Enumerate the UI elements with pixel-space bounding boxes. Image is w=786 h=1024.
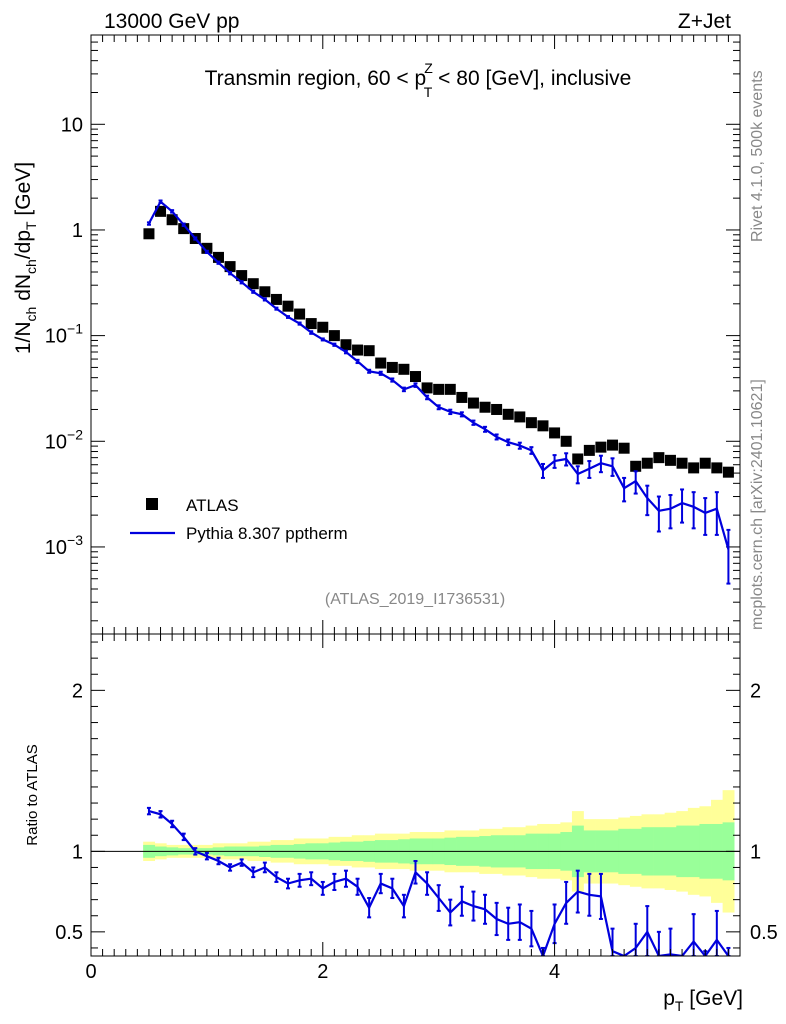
atlas-data-point bbox=[664, 454, 676, 466]
atlas-data-point bbox=[711, 462, 723, 474]
x-tick-label: 4 bbox=[549, 961, 560, 983]
atlas-data-point bbox=[363, 345, 375, 357]
atlas-data-point bbox=[722, 466, 734, 478]
atlas-data-point bbox=[282, 300, 294, 312]
atlas-data-point bbox=[560, 435, 572, 447]
plot-title-after: < 80 [GeV], inclusive bbox=[432, 67, 631, 90]
ratio-y-tick-label-right: 2 bbox=[750, 680, 761, 702]
atlas-data-point bbox=[444, 383, 456, 395]
legend-atlas-marker bbox=[146, 498, 158, 510]
atlas-data-point bbox=[595, 441, 607, 453]
ratio-y-tick-label: 0.5 bbox=[55, 922, 83, 944]
mcplots-label: mcplots.cern.ch [arXiv:2401.10621] bbox=[749, 379, 766, 630]
ratio-mc-series bbox=[146, 806, 731, 956]
atlas-data-point bbox=[549, 427, 561, 439]
atlas-data-point bbox=[212, 251, 224, 263]
atlas-data-point bbox=[340, 339, 352, 351]
main-tick-labels: 10 1 10−1 10−2 10−3 bbox=[45, 114, 83, 559]
atlas-data-point bbox=[352, 344, 364, 356]
atlas-data-point bbox=[583, 444, 595, 456]
ratio-series-clip bbox=[146, 806, 731, 956]
ratio-y-tick-label-right: 0.5 bbox=[750, 922, 778, 944]
legend: ATLAS Pythia 8.307 pptherm bbox=[130, 496, 348, 543]
atlas-data-series bbox=[143, 205, 734, 478]
atlas-data-point bbox=[537, 420, 549, 432]
ratio-y-tick-label-right: 1 bbox=[750, 841, 761, 863]
atlas-data-point bbox=[688, 462, 700, 474]
x-tick-label: 2 bbox=[317, 961, 328, 983]
atlas-data-point bbox=[410, 371, 421, 383]
main-ticks bbox=[90, 34, 741, 634]
ratio-frame bbox=[90, 633, 741, 957]
atlas-data-point bbox=[699, 457, 711, 469]
atlas-data-point bbox=[224, 261, 236, 273]
plot-title-sub: T bbox=[424, 84, 433, 100]
atlas-data-point bbox=[178, 223, 190, 235]
legend-atlas-label: ATLAS bbox=[186, 496, 239, 515]
atlas-data-point bbox=[653, 452, 665, 464]
plot-title-sup: Z bbox=[424, 60, 433, 76]
atlas-data-point bbox=[572, 453, 584, 465]
atlas-data-point bbox=[236, 270, 248, 282]
atlas-data-point bbox=[294, 308, 306, 320]
atlas-data-point bbox=[502, 408, 514, 420]
main-y-tick-label: 10−1 bbox=[45, 321, 83, 348]
legend-pythia-label: Pythia 8.307 pptherm bbox=[186, 524, 348, 543]
main-y-axis-label: 1/Nch dNch/dpT [GeV] bbox=[12, 162, 39, 354]
atlas-data-point bbox=[514, 411, 526, 423]
atlas-data-point bbox=[259, 286, 271, 298]
atlas-data-point bbox=[491, 403, 503, 415]
analysis-id-label: (ATLAS_2019_I1736531) bbox=[325, 591, 505, 608]
pythia-mc-series bbox=[146, 199, 731, 585]
atlas-data-point bbox=[201, 242, 213, 254]
atlas-data-point bbox=[479, 401, 491, 413]
atlas-data-point bbox=[375, 357, 387, 369]
x-tick-label: 0 bbox=[85, 961, 96, 983]
atlas-data-point bbox=[676, 457, 688, 469]
plot-title: Transmin region, 60 < pZ T < 80 [GeV], in… bbox=[205, 60, 632, 100]
atlas-data-point bbox=[618, 442, 630, 454]
rivet-version-label: Rivet 4.1.0, 500k events bbox=[749, 70, 766, 242]
atlas-data-point bbox=[421, 382, 433, 394]
ratio-y-axis-label: Ratio to ATLAS bbox=[24, 744, 41, 845]
main-frame bbox=[90, 34, 741, 635]
atlas-data-point bbox=[270, 293, 282, 305]
ratio-ticks bbox=[90, 634, 741, 956]
atlas-data-point bbox=[143, 228, 155, 240]
atlas-data-point bbox=[305, 318, 317, 330]
header-process-label: Z+Jet bbox=[678, 10, 731, 33]
atlas-data-point bbox=[607, 439, 619, 451]
atlas-data-point bbox=[456, 391, 468, 403]
ratio-tick-labels: 0.5 0.5 1 1 2 2 0 2 4 bbox=[55, 680, 778, 983]
atlas-data-point bbox=[328, 330, 340, 342]
main-panel: 10 1 10−1 10−2 10−3 Transmin region, 60 < pZ… bbox=[12, 34, 741, 635]
atlas-data-point bbox=[398, 363, 410, 375]
main-y-tick-label: 10−3 bbox=[45, 532, 83, 559]
ratio-y-tick-label: 1 bbox=[72, 841, 83, 863]
atlas-data-point bbox=[317, 321, 329, 333]
atlas-data-point bbox=[630, 460, 642, 472]
atlas-data-point bbox=[467, 397, 479, 409]
ratio-panel: 0.5 0.5 1 1 2 2 0 2 4 Ratio to ATLAS pT [GeV] bbox=[24, 633, 778, 1014]
atlas-data-point bbox=[166, 214, 178, 226]
ratio-y-tick-label: 2 bbox=[72, 680, 83, 702]
atlas-data-point bbox=[247, 278, 259, 290]
header-collision-label: 13000 GeV pp bbox=[104, 10, 239, 33]
atlas-data-point bbox=[155, 205, 167, 217]
atlas-data-point bbox=[641, 457, 653, 469]
main-y-tick-label: 10−2 bbox=[45, 426, 83, 453]
atlas-data-point bbox=[525, 417, 537, 429]
atlas-data-point bbox=[386, 361, 398, 373]
plot-title-before: Transmin region, 60 < p bbox=[205, 67, 427, 90]
x-axis-label: pT [GeV] bbox=[663, 987, 743, 1014]
main-y-tick-label: 10 bbox=[61, 114, 83, 136]
atlas-data-point bbox=[433, 383, 445, 395]
main-y-tick-label: 1 bbox=[72, 220, 83, 242]
